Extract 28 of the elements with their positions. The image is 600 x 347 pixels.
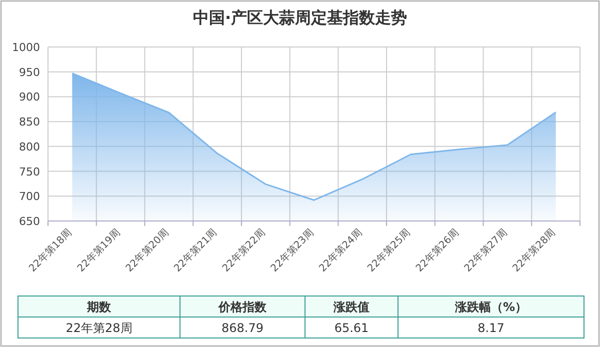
y-tick-label: 700 <box>19 190 40 204</box>
y-tick-label: 750 <box>19 165 40 178</box>
x-tick-label: 22年第27周 <box>462 226 510 274</box>
text: 涨跌值 <box>332 300 370 314</box>
x-tick-label: 22年第20周 <box>123 226 172 274</box>
x-tick-label: 22年第18周 <box>26 226 74 274</box>
x-tick-label: 22年第23周 <box>268 226 316 274</box>
x-tick-label: 22年第25周 <box>365 226 413 274</box>
x-tick-label: 22年第28周 <box>510 226 558 274</box>
x-tick-label: 22年第21周 <box>172 226 220 274</box>
x-tick-label: 22年第26周 <box>414 226 462 274</box>
y-tick-label: 800 <box>19 140 40 154</box>
x-tick-label: 22年第19周 <box>74 226 123 274</box>
x-tick-label: 22年第24周 <box>316 226 364 274</box>
y-tick-label: 900 <box>19 90 40 104</box>
text: 868.79 <box>222 321 264 335</box>
y-tick-label: 850 <box>19 116 40 129</box>
y-tick-label: 1000 <box>12 41 40 54</box>
text: 65.61 <box>334 321 369 335</box>
text: 涨跌幅（%） <box>454 300 528 314</box>
text: 价格指数 <box>218 300 268 314</box>
x-tick-label: 22年第22周 <box>220 226 268 274</box>
y-tick-label: 950 <box>19 66 40 79</box>
text: 8.17 <box>478 321 504 335</box>
y-tick-label: 650 <box>19 215 40 228</box>
text: 22年第28周 <box>66 321 132 335</box>
chart-title: 中国·产区大蒜周定基指数走势 <box>192 8 408 27</box>
text: 期数 <box>86 300 112 314</box>
